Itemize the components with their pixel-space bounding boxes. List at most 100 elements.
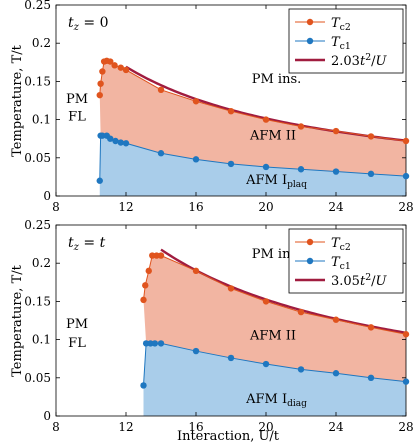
tc2-point xyxy=(117,64,124,71)
tc2-point xyxy=(157,252,165,259)
tc1-point xyxy=(192,347,200,355)
x-tick-label: 8 xyxy=(52,200,60,214)
tc2-point xyxy=(97,80,104,87)
afm1-region-fill xyxy=(143,343,406,416)
tc2-point xyxy=(262,298,270,305)
tc1-point xyxy=(367,170,375,178)
legend-entry: Tc1 xyxy=(331,255,351,272)
tc1-point xyxy=(107,135,114,142)
legend-entry: 3.05t2/U xyxy=(331,272,388,289)
y-tick-label: 0 xyxy=(43,409,51,423)
legend-marker xyxy=(306,37,314,45)
afm2-region-fill xyxy=(99,60,406,177)
tc2-point xyxy=(262,116,270,123)
tc2-point xyxy=(111,62,118,69)
y-tick-label: 0.1 xyxy=(32,333,51,347)
region-label: FL xyxy=(68,336,86,351)
region-label: AFM II xyxy=(249,128,296,143)
tc2-point xyxy=(107,58,114,65)
tc2-point xyxy=(99,68,106,75)
tc1-point xyxy=(99,132,106,139)
tc1-point xyxy=(142,340,150,347)
y-tick-label: 0.05 xyxy=(24,371,51,385)
tc1-point xyxy=(332,370,340,377)
x-tick-label: 8 xyxy=(52,420,60,434)
panel-top: 8 12 16 20 24 28 0 0.05 0.1 0.15 0.2 0.25 PM ins. PM F… xyxy=(24,0,413,214)
region-label: PM ins. xyxy=(252,72,302,87)
tc2-point xyxy=(142,282,149,289)
y-tick-label: 0.2 xyxy=(32,256,51,270)
region-label: AFM II xyxy=(249,329,296,344)
region-label: AFM Idiag xyxy=(245,392,307,409)
tc1-point xyxy=(262,163,270,171)
afm2-region-fill xyxy=(143,255,406,382)
tc2-point xyxy=(297,308,305,316)
region-label: PM xyxy=(66,92,88,107)
tc1-point xyxy=(227,160,235,168)
panel-label: tz = t xyxy=(68,235,106,253)
tc1-point xyxy=(140,382,147,389)
tc2-point xyxy=(367,133,375,140)
y-tick-label: 0 xyxy=(43,189,51,203)
x-tick-label: 16 xyxy=(188,420,203,434)
tc1-point xyxy=(112,137,119,145)
y-axis-label-top: Temperature, T/t xyxy=(10,44,25,156)
tc2-point xyxy=(297,123,305,130)
tc1-point xyxy=(332,168,340,175)
afm1-region-fill xyxy=(99,135,406,196)
y-tick-label: 0.15 xyxy=(24,74,51,88)
legend-marker xyxy=(306,18,314,26)
tc1-point xyxy=(402,172,410,180)
tc1-point xyxy=(192,156,200,163)
region-label: AFM Iplaq xyxy=(245,173,307,190)
tc1-point xyxy=(157,150,165,157)
y-tick-label: 0.15 xyxy=(24,294,51,308)
tc1-point xyxy=(262,360,270,368)
legend-entry: Tc2 xyxy=(331,16,351,33)
tc2-point xyxy=(332,316,340,323)
tc1-point xyxy=(157,340,165,347)
tc1-point xyxy=(227,354,235,362)
x-tick-label: 24 xyxy=(328,420,344,434)
tc2-point xyxy=(227,107,235,115)
x-tick-label: 16 xyxy=(188,200,203,214)
tc2-point xyxy=(192,98,200,105)
tc2-point xyxy=(192,267,200,275)
tc2-point xyxy=(332,127,340,135)
tc2-point xyxy=(157,86,165,94)
legend-entry: Tc2 xyxy=(331,236,351,253)
tc2-point xyxy=(402,331,410,338)
panel-label: tz = 0 xyxy=(68,15,108,33)
x-tick-label: 20 xyxy=(258,420,273,434)
y-tick-label: 0.25 xyxy=(24,218,51,232)
x-axis-label: Interaction, U/t xyxy=(177,429,280,444)
y-tick-label: 0.25 xyxy=(24,0,51,12)
tc2-point xyxy=(145,267,152,275)
tc2-point xyxy=(149,252,156,259)
tc2-point xyxy=(367,324,375,331)
axes-box xyxy=(55,224,407,417)
tc1-point xyxy=(297,166,305,173)
tc2-point xyxy=(227,285,235,292)
x-tick-label: 28 xyxy=(398,420,413,434)
region-label: FL xyxy=(68,109,86,124)
tc1-point xyxy=(151,340,159,347)
y-tick-label: 0.1 xyxy=(32,113,51,127)
tc1-point xyxy=(402,378,410,385)
x-tick-label: 24 xyxy=(328,200,344,214)
x-tick-label: 12 xyxy=(118,420,133,434)
axes-box xyxy=(55,4,407,197)
y-axis-label-bottom: Temperature, T/t xyxy=(10,264,25,376)
tc2-point xyxy=(96,91,103,99)
legend-entry: 2.03t2/U xyxy=(331,52,388,69)
tc1-point xyxy=(122,140,130,147)
legend-entry: Tc1 xyxy=(331,35,351,52)
tc2-point xyxy=(153,252,160,259)
y-tick-label: 0.05 xyxy=(24,151,51,165)
tc2-point xyxy=(122,66,130,74)
tc1-point xyxy=(297,366,305,373)
legend-marker xyxy=(306,238,314,246)
tc1-point xyxy=(96,177,103,184)
